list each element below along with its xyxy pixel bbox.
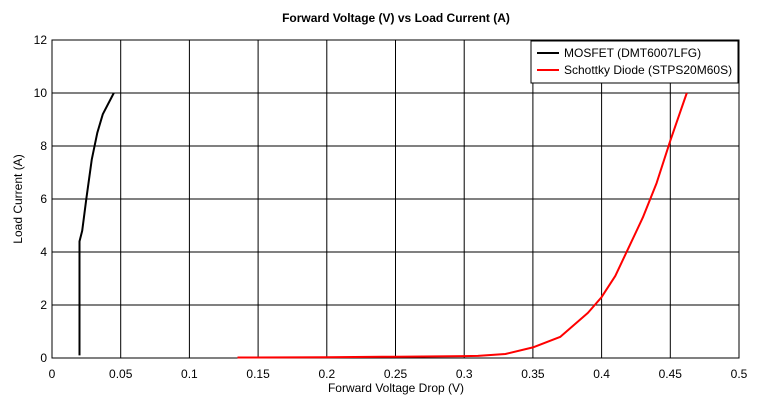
plot-frame: [51, 39, 740, 359]
series-line-1: [78, 92, 115, 356]
y-tick-label: 2: [40, 298, 47, 312]
x-tick-label: 0.05: [109, 367, 133, 381]
x-tick-label: 0.5: [731, 367, 748, 381]
y-tick-label: 4: [40, 245, 47, 259]
y-tick-label: 6: [40, 192, 47, 206]
series-line-2: [237, 92, 688, 359]
chart-title: Forward Voltage (V) vs Load Current (A): [282, 11, 510, 25]
x-axis-label: Forward Voltage Drop (V): [328, 381, 464, 395]
y-tick-label: 12: [34, 33, 48, 47]
y-tick-label: 0: [40, 351, 47, 365]
x-tick-label: 0.25: [384, 367, 408, 381]
x-tick-label: 0: [49, 367, 56, 381]
x-tick-label: 0.35: [521, 367, 545, 381]
legend-label-1: MOSFET (DMT6007LFG): [564, 46, 701, 60]
y-tick-label: 8: [40, 139, 47, 153]
legend-box: [530, 40, 739, 84]
x-tick-label: 0.45: [659, 367, 683, 381]
legend-label-2: Schottky Diode (STPS20M60S): [564, 63, 732, 77]
gridlines: [51, 39, 740, 359]
series-layer: [78, 92, 688, 359]
y-axis-ticks: 0 2 4 6 8 10 12: [34, 33, 48, 365]
y-axis-label: Load Current (A): [11, 154, 25, 243]
y-tick-label: 10: [34, 86, 48, 100]
x-tick-label: 0.3: [456, 367, 473, 381]
x-tick-label: 0.15: [246, 367, 270, 381]
x-tick-label: 0.4: [593, 367, 610, 381]
legend: MOSFET (DMT6007LFG) Schottky Diode (STPS2…: [530, 40, 739, 84]
x-tick-label: 0.1: [181, 367, 198, 381]
x-axis-ticks: 0 0.05 0.1 0.15 0.2 0.25 0.3 0.35 0.4 0.45 0.5: [49, 367, 748, 381]
x-tick-label: 0.2: [318, 367, 335, 381]
